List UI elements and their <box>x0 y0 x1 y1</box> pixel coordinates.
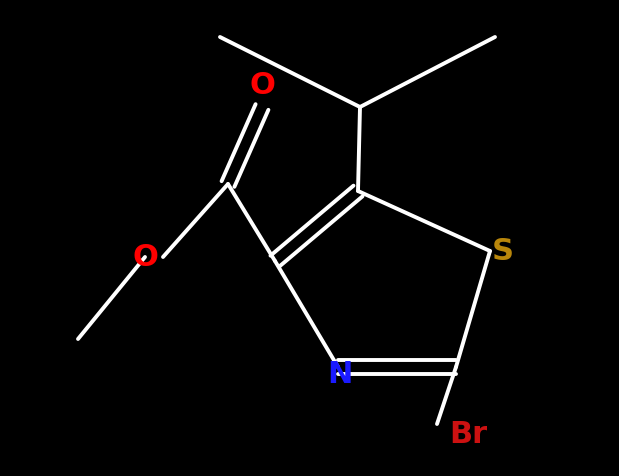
Text: Br: Br <box>449 420 487 448</box>
Text: S: S <box>492 237 514 266</box>
Text: O: O <box>132 243 158 272</box>
Text: N: N <box>327 360 353 389</box>
Text: O: O <box>249 71 275 100</box>
